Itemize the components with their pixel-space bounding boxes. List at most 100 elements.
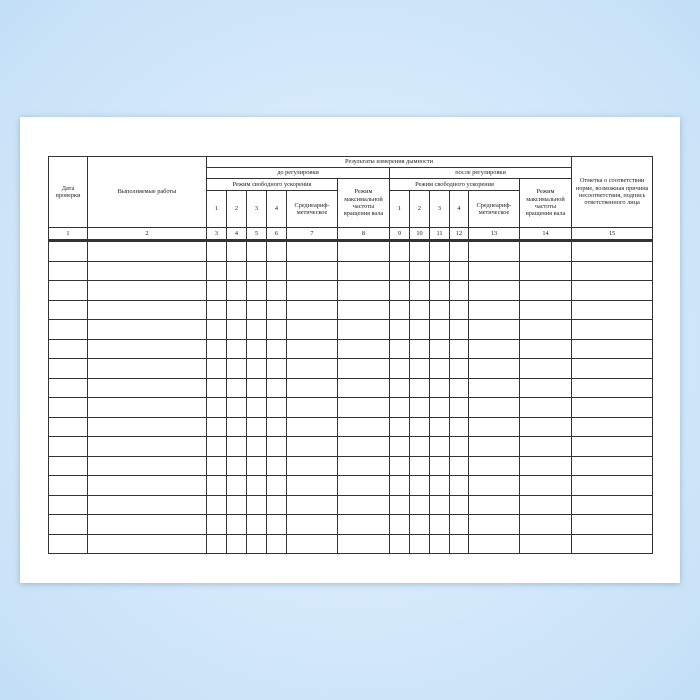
- empty-cell: [449, 494, 469, 515]
- column-number: 15: [571, 227, 654, 242]
- empty-cell: [389, 475, 410, 496]
- empty-cell: [87, 319, 207, 340]
- empty-cell: [468, 416, 520, 437]
- empty-cell: [266, 240, 287, 262]
- empty-cell: [449, 377, 469, 398]
- empty-cell: [429, 533, 450, 554]
- empty-cell: [571, 494, 654, 515]
- empty-cell: [286, 475, 338, 496]
- header-max-rpm-after: Режим максимальной частоты вращения вала: [518, 178, 573, 228]
- empty-cell: [449, 514, 469, 535]
- empty-cell: [571, 377, 654, 398]
- header-sub-3: 3: [246, 190, 267, 228]
- empty-cell: [518, 260, 573, 281]
- empty-cell: [266, 514, 287, 535]
- empty-cell: [87, 260, 207, 281]
- empty-cell: [266, 358, 287, 379]
- empty-cell: [468, 436, 520, 457]
- empty-cell: [389, 377, 410, 398]
- empty-cell: [389, 240, 410, 262]
- empty-cell: [48, 494, 88, 515]
- header-sub-4: 4: [449, 190, 469, 228]
- empty-cell: [571, 260, 654, 281]
- empty-cell: [429, 358, 450, 379]
- empty-cell: [429, 338, 450, 359]
- empty-cell: [409, 533, 430, 554]
- empty-cell: [449, 260, 469, 281]
- table-row: [48, 416, 654, 437]
- table-row: [48, 377, 654, 398]
- empty-cell: [429, 240, 450, 262]
- header-date: Дата проверки: [48, 156, 88, 228]
- empty-cell: [226, 299, 247, 320]
- empty-cell: [48, 280, 88, 301]
- empty-cell: [87, 514, 207, 535]
- empty-cell: [389, 299, 410, 320]
- smoke-measurement-log-table: Дата проверки Выполняемые работы Результ…: [48, 156, 654, 554]
- empty-cell: [449, 475, 469, 496]
- empty-cell: [449, 240, 469, 262]
- empty-cell: [429, 280, 450, 301]
- empty-cell: [389, 319, 410, 340]
- empty-cell: [409, 416, 430, 437]
- empty-cell: [449, 455, 469, 476]
- empty-cell: [571, 514, 654, 535]
- empty-cell: [468, 240, 520, 262]
- empty-cell: [48, 338, 88, 359]
- empty-cell: [468, 358, 520, 379]
- empty-cell: [48, 319, 88, 340]
- empty-cell: [246, 260, 267, 281]
- empty-cell: [571, 338, 654, 359]
- empty-cell: [337, 416, 390, 437]
- empty-cell: [571, 299, 654, 320]
- column-number: 9: [389, 227, 410, 242]
- form-page: Дата проверки Выполняемые работы Результ…: [20, 117, 680, 583]
- empty-cell: [337, 280, 390, 301]
- empty-cell: [87, 338, 207, 359]
- empty-cell: [429, 514, 450, 535]
- column-number-row: 1 2 3 4 5 6 7 8 9 10 11 12 13 14 15: [48, 227, 654, 242]
- column-number: 10: [409, 227, 430, 242]
- empty-cell: [87, 494, 207, 515]
- empty-cell: [226, 260, 247, 281]
- empty-cell: [409, 338, 430, 359]
- empty-cell: [449, 299, 469, 320]
- empty-cell: [246, 280, 267, 301]
- empty-cell: [226, 494, 247, 515]
- empty-cell: [48, 436, 88, 457]
- empty-cell: [226, 436, 247, 457]
- empty-cell: [87, 455, 207, 476]
- empty-cell: [246, 475, 267, 496]
- empty-cell: [518, 299, 573, 320]
- empty-cell: [518, 514, 573, 535]
- empty-cell: [449, 338, 469, 359]
- column-number: 12: [449, 227, 469, 242]
- empty-cell: [389, 514, 410, 535]
- column-number: 4: [226, 227, 247, 242]
- table-row: [48, 397, 654, 418]
- empty-cell: [571, 280, 654, 301]
- empty-cell: [518, 475, 573, 496]
- empty-cell: [286, 416, 338, 437]
- header-results: Результаты измерения дымности: [205, 156, 573, 168]
- empty-cell: [206, 358, 227, 379]
- empty-cell: [48, 299, 88, 320]
- empty-cell: [468, 397, 520, 418]
- empty-cell: [468, 299, 520, 320]
- table-row: [48, 514, 654, 535]
- empty-cell: [337, 260, 390, 281]
- header-free-accel-before: Режим свободного ускорения: [206, 178, 338, 191]
- empty-cell: [206, 416, 227, 437]
- empty-cell: [87, 240, 207, 262]
- header-sub-2: 2: [409, 190, 430, 228]
- table-row: [48, 358, 654, 379]
- empty-cell: [337, 240, 390, 262]
- empty-cell: [409, 358, 430, 379]
- empty-cell: [468, 494, 520, 515]
- empty-cell: [389, 338, 410, 359]
- empty-cell: [571, 358, 654, 379]
- header-sub-1: 1: [389, 190, 410, 228]
- empty-cell: [518, 280, 573, 301]
- empty-cell: [246, 397, 267, 418]
- table-row: [48, 338, 654, 359]
